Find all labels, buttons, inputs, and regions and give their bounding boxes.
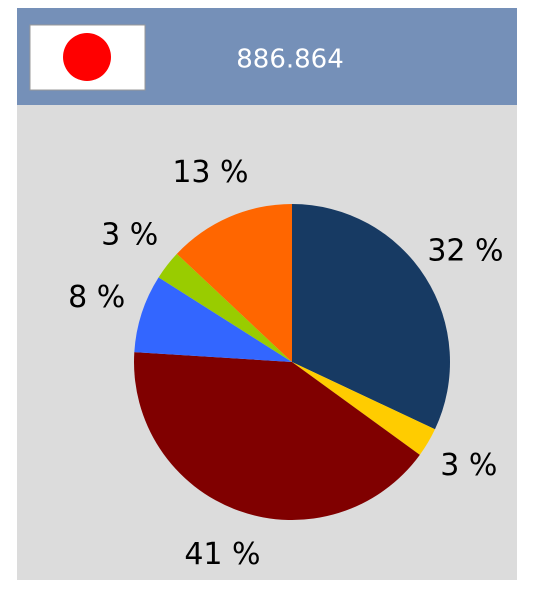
slice-label: 8 % <box>68 280 125 315</box>
pie-slice <box>292 362 435 455</box>
pie-slice <box>292 204 451 430</box>
header-text: 886.864 <box>236 45 344 75</box>
slice-label: 3 % <box>101 218 158 253</box>
pie-slice <box>134 352 420 520</box>
slice-label: 41 % <box>184 537 260 572</box>
pie-slice <box>158 253 292 362</box>
flag-disc <box>63 33 111 81</box>
pie-slice <box>134 277 292 362</box>
slice-label: 13 % <box>172 155 248 190</box>
slice-label: 32 % <box>427 233 503 268</box>
slice-label: 3 % <box>440 448 497 483</box>
pie-slice <box>176 204 292 362</box>
